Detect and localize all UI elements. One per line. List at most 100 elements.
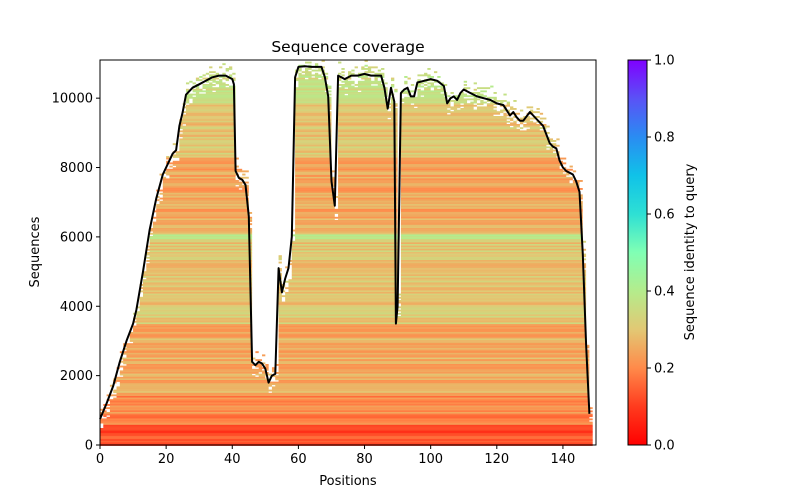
alignment-segment (146, 269, 253, 272)
alignment-segment (506, 103, 511, 106)
alignment-segment (338, 72, 342, 75)
alignment-segment (301, 71, 312, 74)
alignment-segment (275, 376, 590, 379)
alignment-segment (278, 370, 590, 373)
alignment-segment (400, 308, 587, 310)
alignment-segment (553, 144, 560, 147)
alignment-segment (179, 140, 236, 142)
alignment-segment (314, 64, 319, 67)
alignment-segment (278, 322, 587, 325)
alignment-segment (166, 168, 243, 171)
alignment-segment (338, 119, 398, 122)
alignment-segment (536, 108, 540, 110)
alignment-segment (295, 125, 332, 128)
alignment-segment (126, 349, 253, 352)
alignment-segment (493, 98, 497, 101)
alignment-segment (400, 221, 583, 224)
alignment-segment (278, 338, 587, 341)
alignment-segment (278, 316, 587, 318)
alignment-segment (146, 252, 253, 254)
alignment-segment (258, 367, 269, 370)
alignment-segment (152, 231, 253, 234)
alignment-segment (417, 95, 421, 98)
alignment-segment (278, 365, 590, 368)
alignment-segment (212, 77, 220, 80)
alignment-segment (156, 204, 249, 206)
alignment-segment (106, 394, 590, 397)
alignment-segment (278, 341, 587, 344)
alignment-segment (219, 79, 223, 82)
x-tick-label: 80 (356, 452, 373, 467)
alignment-segment (361, 90, 388, 93)
alignment-segment (295, 95, 329, 98)
alignment-segment (152, 226, 249, 229)
alignment-segment (162, 183, 243, 186)
alignment-segment (291, 229, 398, 232)
alignment-segment (400, 104, 451, 107)
alignment-segment (374, 76, 385, 78)
alignment-segment (390, 84, 395, 86)
alignment-segment (162, 199, 249, 202)
alignment-segment (400, 151, 554, 154)
alignment-segment (192, 82, 196, 85)
alignment-segment (228, 66, 233, 69)
alignment-segment (338, 180, 398, 182)
y-axis: 0 2000 4000 6000 8000 10000 (52, 92, 100, 454)
colorbar-tick-label: 0.2 (654, 362, 675, 377)
alignment-segment (417, 79, 421, 82)
alignment-segment (460, 93, 468, 96)
colorbar (627, 59, 648, 446)
alignment-segment (400, 261, 583, 264)
alignment-segment (427, 76, 434, 78)
alignment-segment (126, 346, 253, 349)
alignment-segment (172, 160, 236, 163)
alignment-segment (400, 196, 583, 198)
alignment-segment (162, 188, 239, 190)
alignment-segment (400, 205, 583, 208)
alignment-segment (341, 74, 345, 77)
alignment-segment (338, 199, 398, 202)
alignment-segment (202, 87, 236, 90)
alignment-segment (367, 66, 378, 69)
alignment-segment (400, 303, 587, 306)
alignment-segment (136, 324, 253, 326)
alignment-segment (295, 152, 332, 155)
alignment-segment (295, 173, 332, 176)
alignment-segment (295, 160, 332, 163)
alignment-segment (149, 247, 253, 250)
alignment-segment (278, 317, 587, 320)
alignment-segment (338, 160, 398, 163)
alignment-segment (156, 213, 249, 216)
alignment-segment (305, 68, 312, 70)
alignment-segment (295, 184, 335, 187)
alignment-segment (400, 208, 583, 211)
alignment-segment (146, 277, 253, 280)
alignment-segment (427, 82, 434, 85)
alignment-segment (139, 298, 253, 301)
alignment-segment (338, 143, 398, 146)
alignment-segment (139, 301, 253, 304)
alignment-segment (142, 282, 253, 285)
alignment-segment (291, 256, 398, 259)
alignment-segment (338, 188, 398, 190)
alignment-segment (291, 253, 398, 256)
alignment-segment (400, 165, 560, 168)
alignment-segment (295, 167, 332, 170)
alignment-segment (146, 253, 253, 256)
alignment-segment (500, 109, 511, 112)
alignment-segment (295, 140, 332, 142)
alignment-segment (357, 82, 382, 85)
alignment-segment (179, 141, 236, 144)
alignment-segment (572, 180, 583, 182)
alignment-segment (149, 228, 253, 230)
alignment-segment (103, 407, 593, 410)
alignment-segment (291, 244, 398, 246)
alignment-segment (338, 157, 398, 160)
alignment-segment (381, 68, 385, 70)
alignment-segment (295, 151, 332, 154)
alignment-segment (519, 109, 524, 112)
alignment-segment (539, 117, 547, 120)
x-axis: 0 20 40 60 80 100 120 140 (96, 445, 575, 467)
alignment-segment (480, 100, 484, 102)
alignment-segment (119, 381, 590, 384)
